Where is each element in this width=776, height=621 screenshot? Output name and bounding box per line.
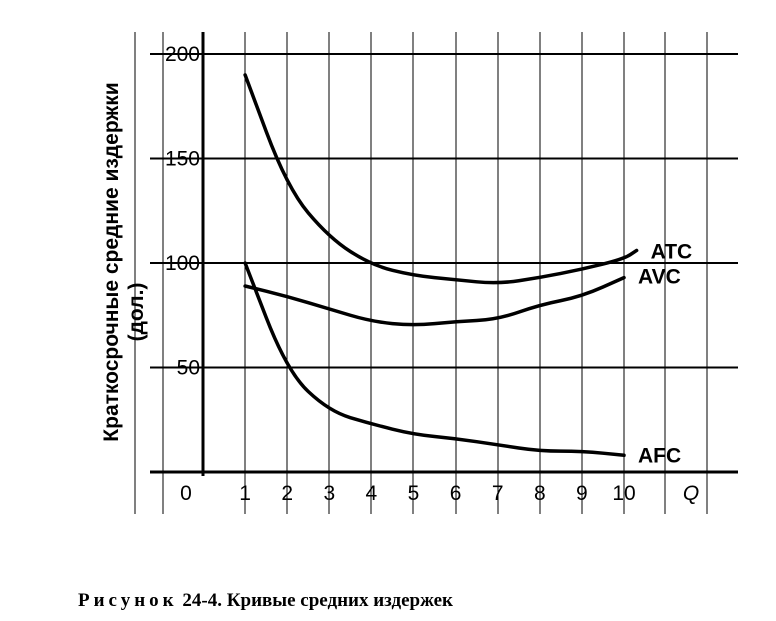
y-tick-label-150: 150 (165, 148, 200, 171)
x-tick-label-1: 1 (239, 482, 251, 505)
grid (134, 32, 738, 514)
series-avc-line (243, 275, 626, 327)
x-tick-label-3: 3 (323, 482, 335, 505)
y-axis-label: Краткосрочные средние издержки (100, 82, 123, 441)
x-tick-label-9: 9 (576, 482, 588, 505)
x-tick-label-10: 10 (612, 482, 635, 505)
x-tick-label-4: 4 (366, 482, 378, 505)
series-labels: ATC AVC AFC (638, 240, 692, 467)
x-tick-label-7: 7 (492, 482, 504, 505)
chart: 50 100 150 200 1 2 3 4 5 6 7 8 9 10 ATC AVC AFC Краткос… (100, 32, 738, 514)
series-lines (243, 73, 639, 458)
figure-number: 24-4. (182, 590, 222, 611)
y-tick-label-100: 100 (165, 252, 200, 275)
x-tick-label-6: 6 (450, 482, 462, 505)
series-afc-label: AFC (638, 444, 681, 467)
figure-caption: Рисунок 24-4. Кривые средних издержек (78, 590, 453, 612)
y-tick-label-50: 50 (177, 357, 200, 380)
origin-label: 0 (180, 482, 192, 505)
tick-labels: 50 100 150 200 1 2 3 4 5 6 7 8 9 10 (150, 43, 636, 505)
y-tick-label-200: 200 (165, 43, 200, 66)
y-axis-title: Краткосрочные средние издержки (дол.) (100, 82, 148, 441)
series-atc-label: ATC (651, 240, 693, 263)
axes (150, 32, 738, 476)
series-afc-line (243, 261, 626, 458)
x-tick-label-8: 8 (534, 482, 546, 505)
x-tick-label-5: 5 (408, 482, 420, 505)
y-axis-unit: (дол.) (125, 283, 148, 342)
figure-label: Рисунок (78, 590, 178, 611)
series-atc-line (243, 73, 639, 285)
series-avc-label: AVC (638, 266, 681, 289)
x-axis-label: Q (683, 482, 699, 505)
figure-title: Кривые средних издержек (226, 590, 453, 611)
x-tick-label-2: 2 (281, 482, 293, 505)
